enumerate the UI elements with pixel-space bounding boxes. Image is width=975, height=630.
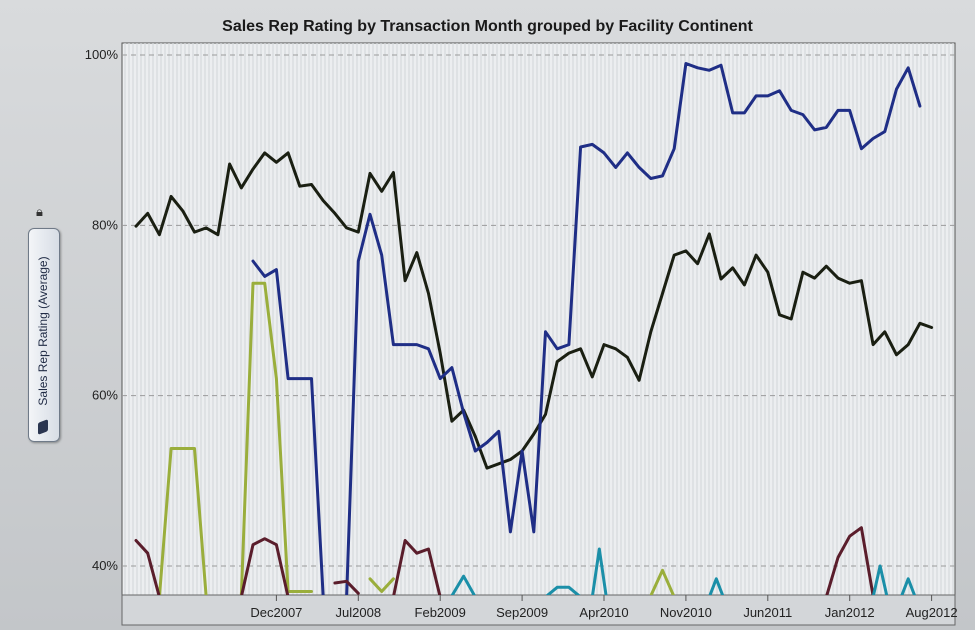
- series-line-5: [591, 547, 608, 595]
- x-tick-label: Feb2009: [415, 605, 466, 620]
- series-line-5: [708, 577, 725, 595]
- y-tick-label: 40%: [92, 558, 118, 573]
- x-tick-label: Dec2007: [250, 605, 302, 620]
- series-line-4: [392, 539, 442, 595]
- x-tick-label: Sep2009: [496, 605, 548, 620]
- y-axis-measure-button[interactable]: Sales Rep Rating (Average): [28, 228, 60, 442]
- series-line-3: [158, 447, 208, 595]
- series-line-5: [872, 564, 889, 595]
- series-line-3: [368, 577, 395, 593]
- x-tick-label: Nov2010: [660, 605, 712, 620]
- y-tick-label: 60%: [92, 388, 118, 403]
- series-line-4: [134, 539, 161, 595]
- y-tick-label: 100%: [85, 47, 119, 62]
- x-tick-label: Jan2012: [825, 605, 875, 620]
- series-line-3: [239, 281, 313, 595]
- series-line-5: [450, 574, 476, 595]
- series-line-5: [545, 585, 581, 595]
- x-tick-label: Jun2011: [743, 605, 792, 620]
- series-line-4: [825, 526, 875, 595]
- lock-icon[interactable]: 🔒︎: [36, 204, 43, 219]
- series-line-5: [900, 577, 917, 595]
- chart-title: Sales Rep Rating by Transaction Month gr…: [222, 18, 753, 35]
- plot-area: [121, 42, 956, 596]
- x-tick-label: Aug2012: [906, 605, 958, 620]
- series-line-3: [649, 568, 675, 595]
- x-tick-label: Apr2010: [579, 605, 628, 620]
- series-line-2: [251, 259, 325, 595]
- x-axis-strip: [121, 594, 956, 626]
- series-line-2: [345, 62, 922, 595]
- series-line-1: [134, 151, 934, 470]
- y-tick-label: 80%: [92, 217, 118, 232]
- series-line-4: [333, 579, 360, 595]
- x-tick-label: Jul2008: [336, 605, 382, 620]
- series-line-4: [240, 537, 290, 595]
